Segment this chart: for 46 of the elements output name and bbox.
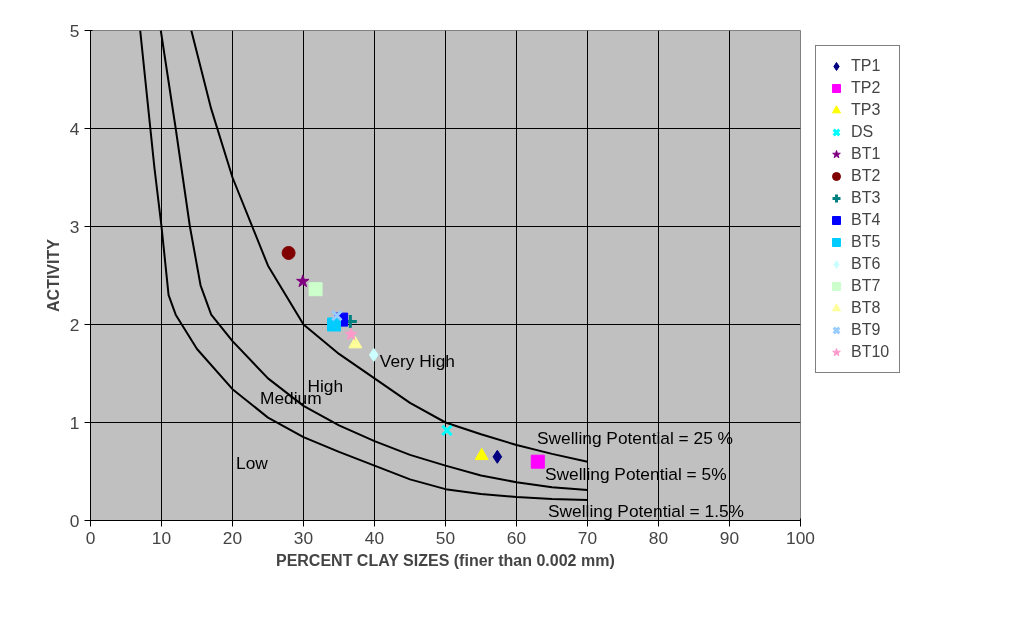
legend-label: BT2 [851,166,881,186]
point [492,449,503,464]
x-tick-label: 20 [222,527,243,548]
legend-label: BT5 [851,232,881,252]
legend-label: BT7 [851,276,881,296]
x-tick-label: 60 [506,527,527,548]
y-tick-label: 1 [69,412,80,433]
annotation: Low [236,452,269,473]
legend-label: BT10 [851,342,890,362]
legend-label: BT1 [851,144,881,164]
x-tick-label: 50 [435,527,456,548]
y-axis-title: ACTIVITY [44,238,62,312]
x-tick-label: 0 [85,527,96,548]
legend-label: BT8 [851,298,881,318]
legend-label: TP2 [851,78,881,98]
legend-label: BT4 [851,210,881,230]
point [330,309,343,322]
x-tick-label: 70 [577,527,598,548]
legend-label: BT9 [851,320,881,340]
point [348,336,363,349]
x-tick-label: 30 [293,527,314,548]
y-tick-label: 2 [69,314,80,335]
x-tick-label: 80 [648,527,669,548]
y-tick-label: 3 [69,216,80,237]
point [474,447,489,461]
point [344,327,358,341]
legend-label: BT6 [851,254,881,274]
point [440,424,454,437]
y-tick-label: 4 [69,118,80,139]
y-tick-label: 0 [69,510,80,531]
x-tick-label: 100 [786,527,815,548]
x-tick-label: 40 [364,527,385,548]
legend-label: TP1 [851,56,881,76]
y-tick-label: 5 [69,20,80,41]
point [308,282,323,297]
x-tick-label: 10 [151,527,172,548]
point [296,274,310,288]
x-tick-label: 90 [719,527,740,548]
legend-label: BT3 [851,188,881,208]
point [368,347,379,362]
legend-label: DS [851,122,874,142]
point [281,245,296,260]
point [327,317,342,332]
x-axis-title: PERCENT CLAY SIZES (finer than 0.002 mm) [275,551,615,569]
legend-label: TP3 [851,100,881,120]
point [530,454,545,469]
